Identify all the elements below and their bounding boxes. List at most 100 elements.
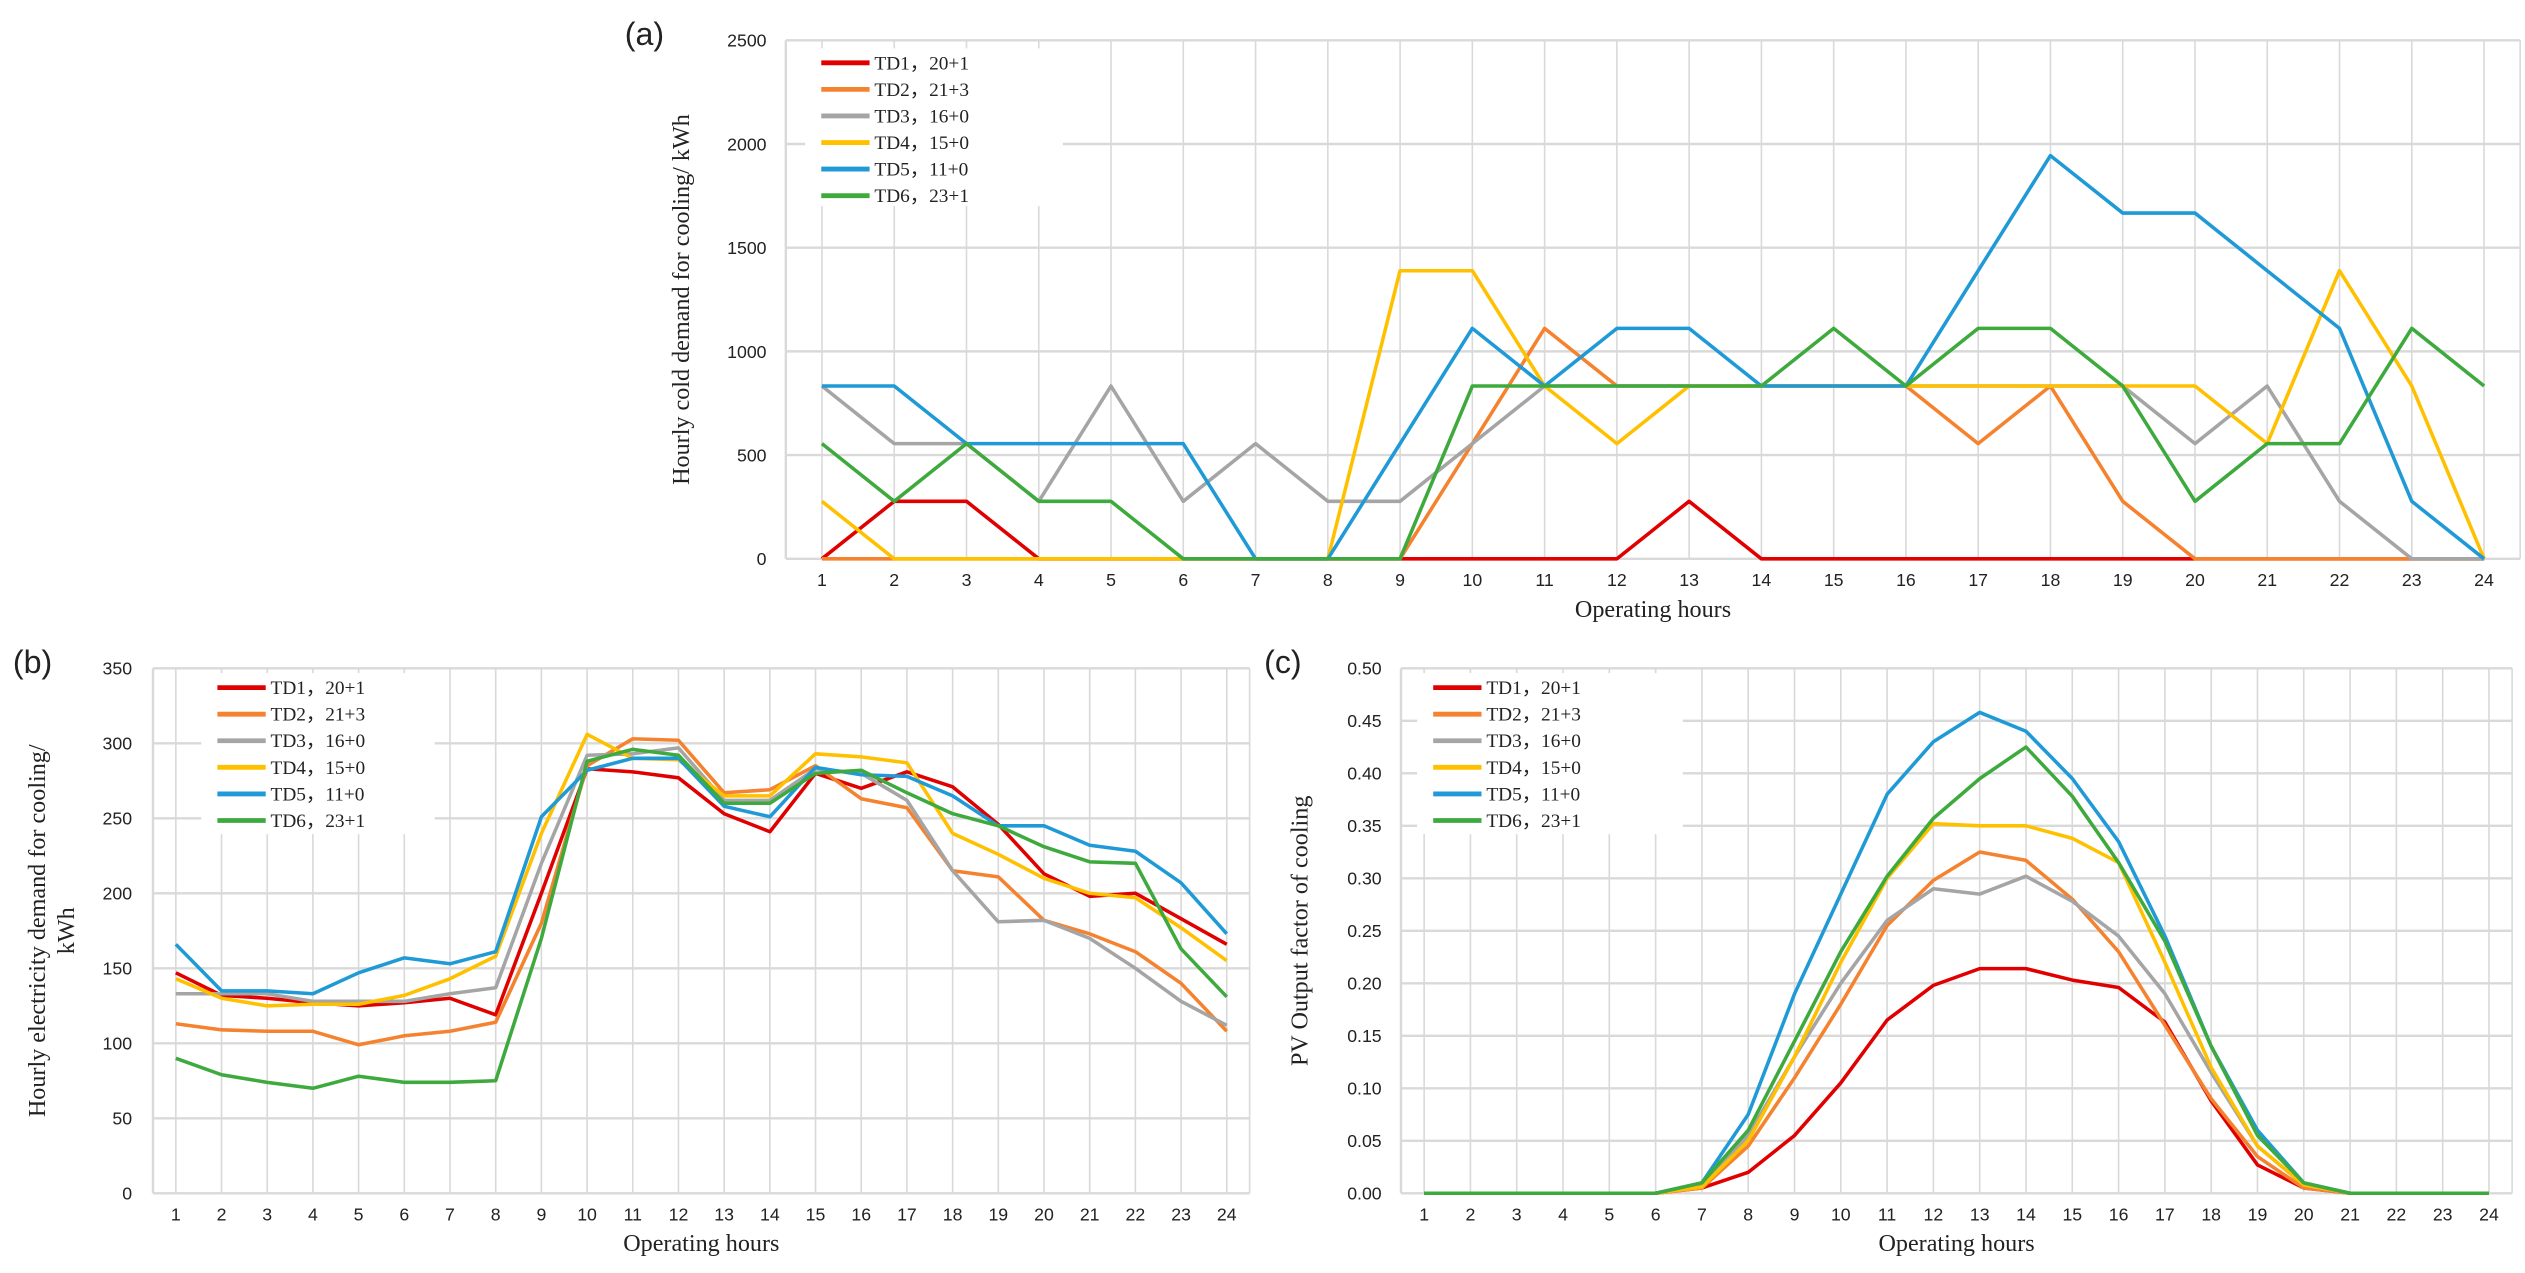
x-tick-label: 17 — [2155, 1205, 2175, 1225]
series-line-td5 — [821, 153, 2486, 561]
series-line-td4 — [820, 268, 2486, 561]
x-tick-label: 1 — [1419, 1205, 1429, 1225]
x-tick-label: 15 — [806, 1205, 826, 1225]
x-tick-label: 8 — [1323, 570, 1333, 590]
y-tick-label: 500 — [737, 446, 767, 466]
chart-panel-c: 0.00 0.05 0.10 0.15 0.20 0.25 0.30 0.35 0.40 0.45… — [1264, 644, 2513, 1257]
x-tick-label: 11 — [1535, 570, 1553, 590]
x-tick-label: 14 — [1752, 570, 1772, 590]
x-tick-label: 4 — [308, 1205, 318, 1225]
x-tick-label: 6 — [1178, 570, 1188, 590]
x-tick-label: 2 — [217, 1205, 227, 1225]
legend-background — [805, 48, 1063, 207]
y-tick-label: 200 — [103, 884, 133, 904]
y-tick-label: 2500 — [727, 31, 767, 51]
x-tick-label: 4 — [1034, 570, 1044, 590]
x-axis-title: Operating hours — [1575, 596, 1731, 623]
x-tick-label: 12 — [1924, 1205, 1944, 1225]
series-line-td6 — [820, 326, 2486, 561]
legend-label: TD3，16+0 — [271, 731, 366, 752]
y-tick-label: 0.05 — [1347, 1131, 1382, 1151]
y-axis-title: Hourly cold demand for cooling/ kWh — [668, 114, 695, 485]
y-tick-label: 50 — [112, 1109, 132, 1129]
x-tick-label: 22 — [2330, 570, 2350, 590]
x-tick-label: 7 — [445, 1205, 455, 1225]
x-tick-label: 5 — [1106, 570, 1116, 590]
legend-label: TD5，11+0 — [874, 160, 968, 181]
panel-label: (b) — [13, 644, 52, 680]
y-tick-label: 0.40 — [1347, 764, 1382, 784]
x-tick-label: 9 — [1395, 570, 1405, 590]
y-tick-label: 150 — [103, 959, 133, 979]
legend-label: TD5，11+0 — [271, 784, 365, 805]
x-tick-label: 23 — [2433, 1205, 2453, 1225]
x-tick-label: 14 — [2016, 1205, 2036, 1225]
x-tick-label: 24 — [2474, 570, 2494, 590]
x-tick-label: 12 — [669, 1205, 689, 1225]
legend-label: TD1，20+1 — [271, 678, 366, 699]
x-tick-label: 15 — [1824, 570, 1844, 590]
x-tick-label: 2 — [889, 570, 899, 590]
x-tick-label: 21 — [2257, 570, 2277, 590]
x-tick-label: 16 — [851, 1205, 871, 1225]
x-tick-label: 8 — [491, 1205, 501, 1225]
x-tick-label: 6 — [1651, 1205, 1661, 1225]
y-tick-label: 0 — [757, 549, 767, 569]
y-tick-label: 100 — [103, 1034, 133, 1054]
x-axis-title: Operating hours — [623, 1230, 779, 1257]
y-tick-label: 0.10 — [1347, 1079, 1382, 1099]
x-tick-label: 3 — [262, 1205, 272, 1225]
x-tick-label: 2 — [1466, 1205, 1476, 1225]
x-tick-label: 9 — [536, 1205, 546, 1225]
x-tick-label: 19 — [988, 1205, 1008, 1225]
x-tick-label: 22 — [1126, 1205, 1146, 1225]
x-tick-label: 18 — [2041, 570, 2061, 590]
x-tick-label: 16 — [2109, 1205, 2129, 1225]
x-tick-label: 10 — [577, 1205, 597, 1225]
x-tick-label: 7 — [1697, 1205, 1707, 1225]
y-tick-label: 0.15 — [1347, 1026, 1382, 1046]
x-tick-label: 3 — [962, 570, 972, 590]
x-tick-label: 8 — [1743, 1205, 1753, 1225]
legend-label: TD4，15+0 — [1486, 758, 1581, 779]
x-tick-label: 13 — [1679, 570, 1699, 590]
x-tick-label: 21 — [2340, 1205, 2360, 1225]
y-tick-label: 0.20 — [1347, 974, 1382, 994]
legend-label: TD4，15+0 — [271, 758, 366, 779]
x-tick-label: 11 — [1878, 1205, 1896, 1225]
y-tick-label: 300 — [103, 734, 133, 754]
y-tick-label: 0.00 — [1347, 1184, 1382, 1204]
legend-label: TD6，23+1 — [271, 811, 366, 832]
y-tick-label: 0.25 — [1347, 921, 1382, 941]
x-tick-label: 18 — [943, 1205, 963, 1225]
series-line-td3 — [820, 384, 2485, 561]
x-tick-label: 5 — [354, 1205, 364, 1225]
legend-label: TD3，16+0 — [1486, 731, 1581, 752]
legend-background — [1417, 673, 1683, 835]
series-line-td6 — [175, 747, 1229, 1091]
y-tick-label: 0 — [122, 1184, 132, 1204]
x-tick-label: 21 — [1080, 1205, 1100, 1225]
x-tick-label: 4 — [1558, 1205, 1568, 1225]
y-tick-label: 0.45 — [1347, 711, 1382, 731]
x-tick-label: 1 — [817, 570, 827, 590]
legend-label: TD1，20+1 — [1486, 678, 1581, 699]
x-tick-label: 22 — [2387, 1205, 2407, 1225]
y-axis-title: PV Output factor of cooling — [1287, 796, 1314, 1066]
legend-label: TD2，21+3 — [874, 80, 969, 101]
x-tick-label: 24 — [2479, 1205, 2499, 1225]
x-tick-label: 19 — [2113, 570, 2133, 590]
x-tick-label: 18 — [2201, 1205, 2221, 1225]
y-tick-label: 2000 — [727, 134, 767, 154]
x-tick-label: 7 — [1251, 570, 1261, 590]
x-tick-label: 23 — [2402, 570, 2422, 590]
x-tick-label: 10 — [1831, 1205, 1851, 1225]
y-tick-label: 350 — [103, 659, 133, 679]
series-line-td5 — [174, 756, 1229, 996]
x-tick-label: 12 — [1607, 570, 1627, 590]
y-tick-label: 1000 — [727, 342, 767, 362]
x-tick-label: 23 — [1171, 1205, 1191, 1225]
series-line-td1 — [820, 499, 2485, 561]
x-tick-label: 13 — [714, 1205, 734, 1225]
